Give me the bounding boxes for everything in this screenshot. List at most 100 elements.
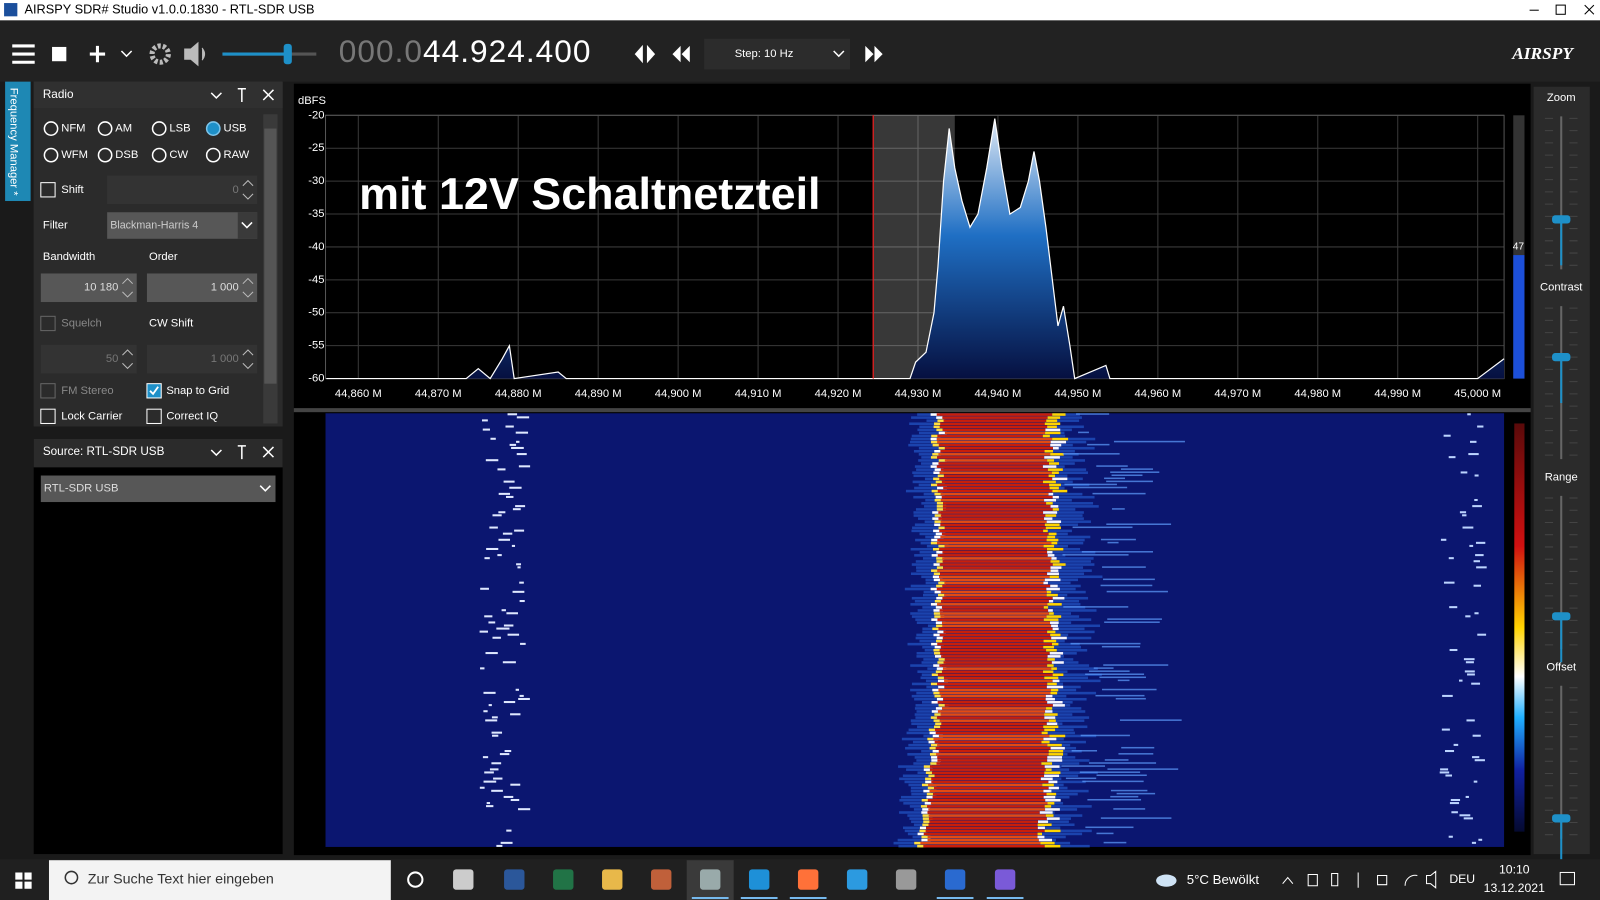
mode-radio[interactable] [151,147,167,163]
app-icon[interactable] [797,869,819,890]
app-icon[interactable] [504,869,525,890]
volume-knob[interactable] [283,43,292,65]
streak [1050,566,1062,569]
splitter[interactable] [293,408,1531,413]
input-field[interactable] [146,344,258,374]
slider-knob[interactable] [1552,353,1571,362]
spin-buttons[interactable] [122,349,134,370]
mute-button[interactable] [184,41,206,67]
streak [1079,771,1141,773]
streak [935,707,943,710]
streak [1103,841,1127,844]
panel-buttons[interactable] [210,88,275,103]
streak [1046,648,1057,652]
mode-radio[interactable] [205,147,221,163]
mode-radio[interactable] [43,121,59,136]
streak [1046,547,1064,551]
mode-radio[interactable] [205,121,221,136]
side-tab[interactable] [5,81,31,202]
stop-button[interactable] [52,46,67,62]
streak [515,688,519,691]
streak [931,756,938,759]
streak [943,486,1050,490]
streak [1448,456,1456,459]
close-button[interactable] [1584,4,1595,15]
mode-label: CW [169,149,188,161]
checkbox[interactable] [146,383,162,399]
input-field[interactable] [40,273,137,303]
step-forward[interactable] [865,45,883,63]
streak [1451,811,1458,814]
checkbox[interactable] [40,383,56,399]
input-field[interactable] [146,273,258,303]
slider-knob[interactable] [1552,814,1571,823]
mode-radio[interactable] [151,121,167,136]
streak [941,621,1051,624]
streak [1049,612,1054,615]
streak [933,578,943,582]
start-button[interactable] [15,872,32,889]
y-axis-label: dBFS [298,95,326,107]
mode-radio[interactable] [97,147,113,163]
search-box[interactable] [48,860,391,900]
checkbox[interactable] [40,182,56,198]
streak [934,492,943,496]
checkbox[interactable] [40,315,56,332]
input-field[interactable] [107,175,258,205]
frequency-display[interactable]: 000.044.924.400 [339,33,592,69]
spin-buttons[interactable] [242,277,254,298]
spin-buttons[interactable] [242,179,254,200]
app-icon[interactable] [602,869,623,890]
app-icon[interactable] [553,869,574,890]
spin-buttons[interactable] [122,277,134,298]
add-dropdown[interactable] [120,50,133,58]
restore-button[interactable] [1555,4,1566,15]
streak [1064,483,1117,486]
streak [934,655,943,658]
streak [937,743,1048,747]
app-icon[interactable] [748,869,770,890]
app-icon[interactable] [944,869,966,890]
streak [930,437,937,441]
spin-buttons[interactable] [242,349,254,370]
checkbox[interactable] [146,408,162,424]
streak [485,459,499,462]
streak [939,529,1044,533]
filter-dropdown[interactable] [107,212,258,239]
streak [940,422,1045,425]
cortana[interactable] [407,871,424,888]
app-icon[interactable] [895,869,917,890]
tray-icons[interactable] [1282,870,1437,889]
tune-arrows[interactable] [634,44,656,64]
streak [936,541,1052,545]
mode-radio[interactable] [97,121,113,136]
app-icon[interactable] [700,869,721,890]
settings-button[interactable] [149,43,171,65]
source-buttons[interactable] [210,445,275,460]
streak [1107,768,1179,770]
input-field[interactable] [40,344,137,374]
streak [932,462,940,465]
step-dropdown[interactable] [704,38,850,70]
mode-radio[interactable] [43,147,59,163]
search-icon [64,870,79,885]
slider-knob[interactable] [1552,612,1571,621]
streak [1449,606,1458,609]
source-dropdown[interactable] [40,475,276,503]
step-back[interactable] [672,45,690,63]
streak [1048,532,1057,536]
app-icon[interactable] [453,869,474,890]
slider-knob[interactable] [1552,215,1571,224]
add-button[interactable] [89,45,106,63]
app-icon[interactable] [994,869,1016,890]
scrollbar-thumb[interactable] [264,128,277,384]
checkbox[interactable] [40,408,56,424]
streak [937,569,1051,572]
app-icon[interactable] [846,869,868,890]
app-icon[interactable] [651,869,672,890]
notifications[interactable] [1559,871,1576,886]
streak [943,474,1049,478]
streak [486,547,499,550]
order-label: Order [149,251,178,263]
menu-button[interactable] [12,44,35,64]
